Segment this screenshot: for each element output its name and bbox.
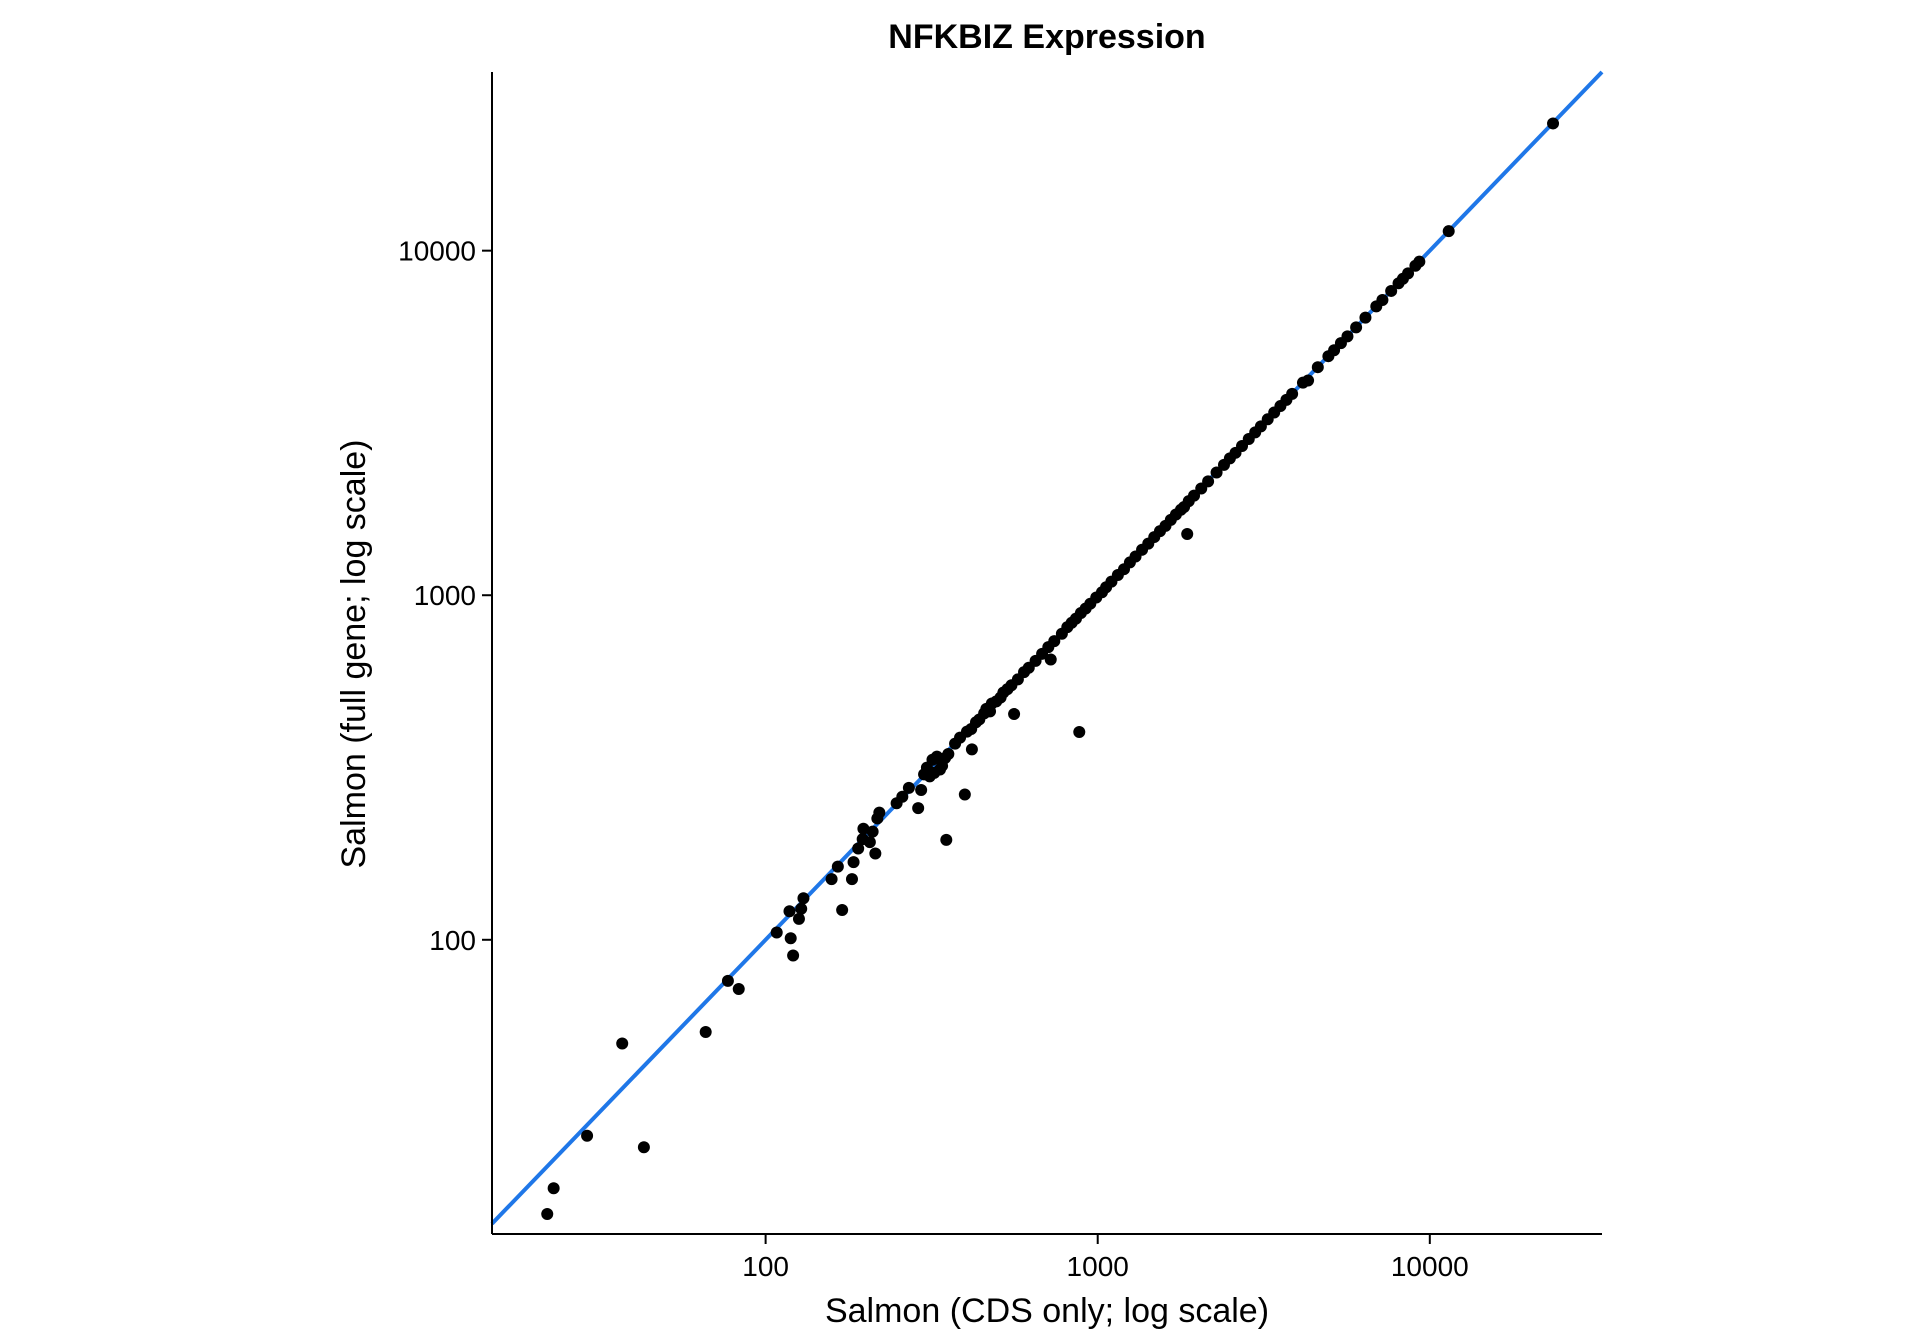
data-point — [699, 1025, 712, 1038]
data-point — [863, 836, 876, 849]
data-point — [1547, 117, 1560, 130]
y-tick-label: 10000 — [398, 236, 476, 267]
x-tick-label: 1000 — [1067, 1251, 1129, 1282]
data-point — [847, 856, 860, 869]
y-tick-label: 100 — [429, 925, 476, 956]
data-point — [792, 912, 805, 925]
data-point — [1048, 635, 1061, 648]
data-point — [942, 748, 955, 761]
data-point — [1311, 361, 1324, 374]
data-point — [1181, 528, 1194, 541]
data-points-layer — [541, 117, 1560, 1221]
data-point — [1385, 284, 1398, 297]
data-point — [616, 1037, 629, 1050]
data-point — [825, 873, 838, 886]
data-point — [797, 892, 810, 905]
data-point — [845, 873, 858, 886]
data-point — [1413, 255, 1426, 268]
data-point — [958, 788, 971, 801]
data-point — [1008, 708, 1021, 721]
data-point — [852, 842, 865, 855]
data-point — [940, 833, 953, 846]
data-point — [1302, 374, 1315, 387]
data-point — [869, 847, 882, 860]
data-point — [783, 905, 796, 918]
data-point — [857, 822, 870, 835]
data-point — [1341, 330, 1354, 343]
data-point — [1073, 725, 1086, 738]
data-point — [770, 926, 783, 939]
data-point — [1350, 321, 1363, 334]
data-point — [912, 802, 925, 815]
data-point — [784, 932, 797, 945]
data-point — [721, 974, 734, 987]
data-point — [795, 902, 808, 915]
data-point — [866, 825, 879, 838]
data-point — [787, 949, 800, 962]
x-axis-label: Salmon (CDS only; log scale) — [825, 1292, 1269, 1330]
data-point — [541, 1208, 554, 1221]
data-point — [915, 784, 928, 797]
data-point — [831, 860, 844, 873]
y-axis-label: Salmon (full gene; log scale) — [335, 439, 373, 868]
x-tick-label: 100 — [742, 1251, 789, 1282]
y-axis-ticks: 100 1000 10000 — [398, 236, 492, 956]
data-point — [836, 904, 849, 917]
data-point — [965, 743, 978, 756]
data-point — [581, 1129, 594, 1142]
data-point — [1359, 311, 1372, 324]
data-point — [732, 982, 745, 995]
data-point — [902, 781, 915, 794]
data-point — [1442, 225, 1455, 238]
data-point — [1044, 653, 1057, 666]
data-point — [1402, 267, 1415, 280]
data-point — [547, 1182, 560, 1195]
chart-title: NFKBIZ Expression — [888, 18, 1205, 56]
data-point — [637, 1141, 650, 1154]
data-point — [1286, 387, 1299, 400]
data-point — [1202, 475, 1215, 488]
x-axis-ticks: 100 1000 10000 — [742, 1234, 1469, 1282]
data-point — [1210, 466, 1223, 479]
y-tick-label: 1000 — [414, 580, 476, 611]
data-point — [873, 806, 886, 819]
data-point — [1376, 294, 1389, 307]
data-point — [896, 790, 909, 803]
x-tick-label: 10000 — [1391, 1251, 1469, 1282]
